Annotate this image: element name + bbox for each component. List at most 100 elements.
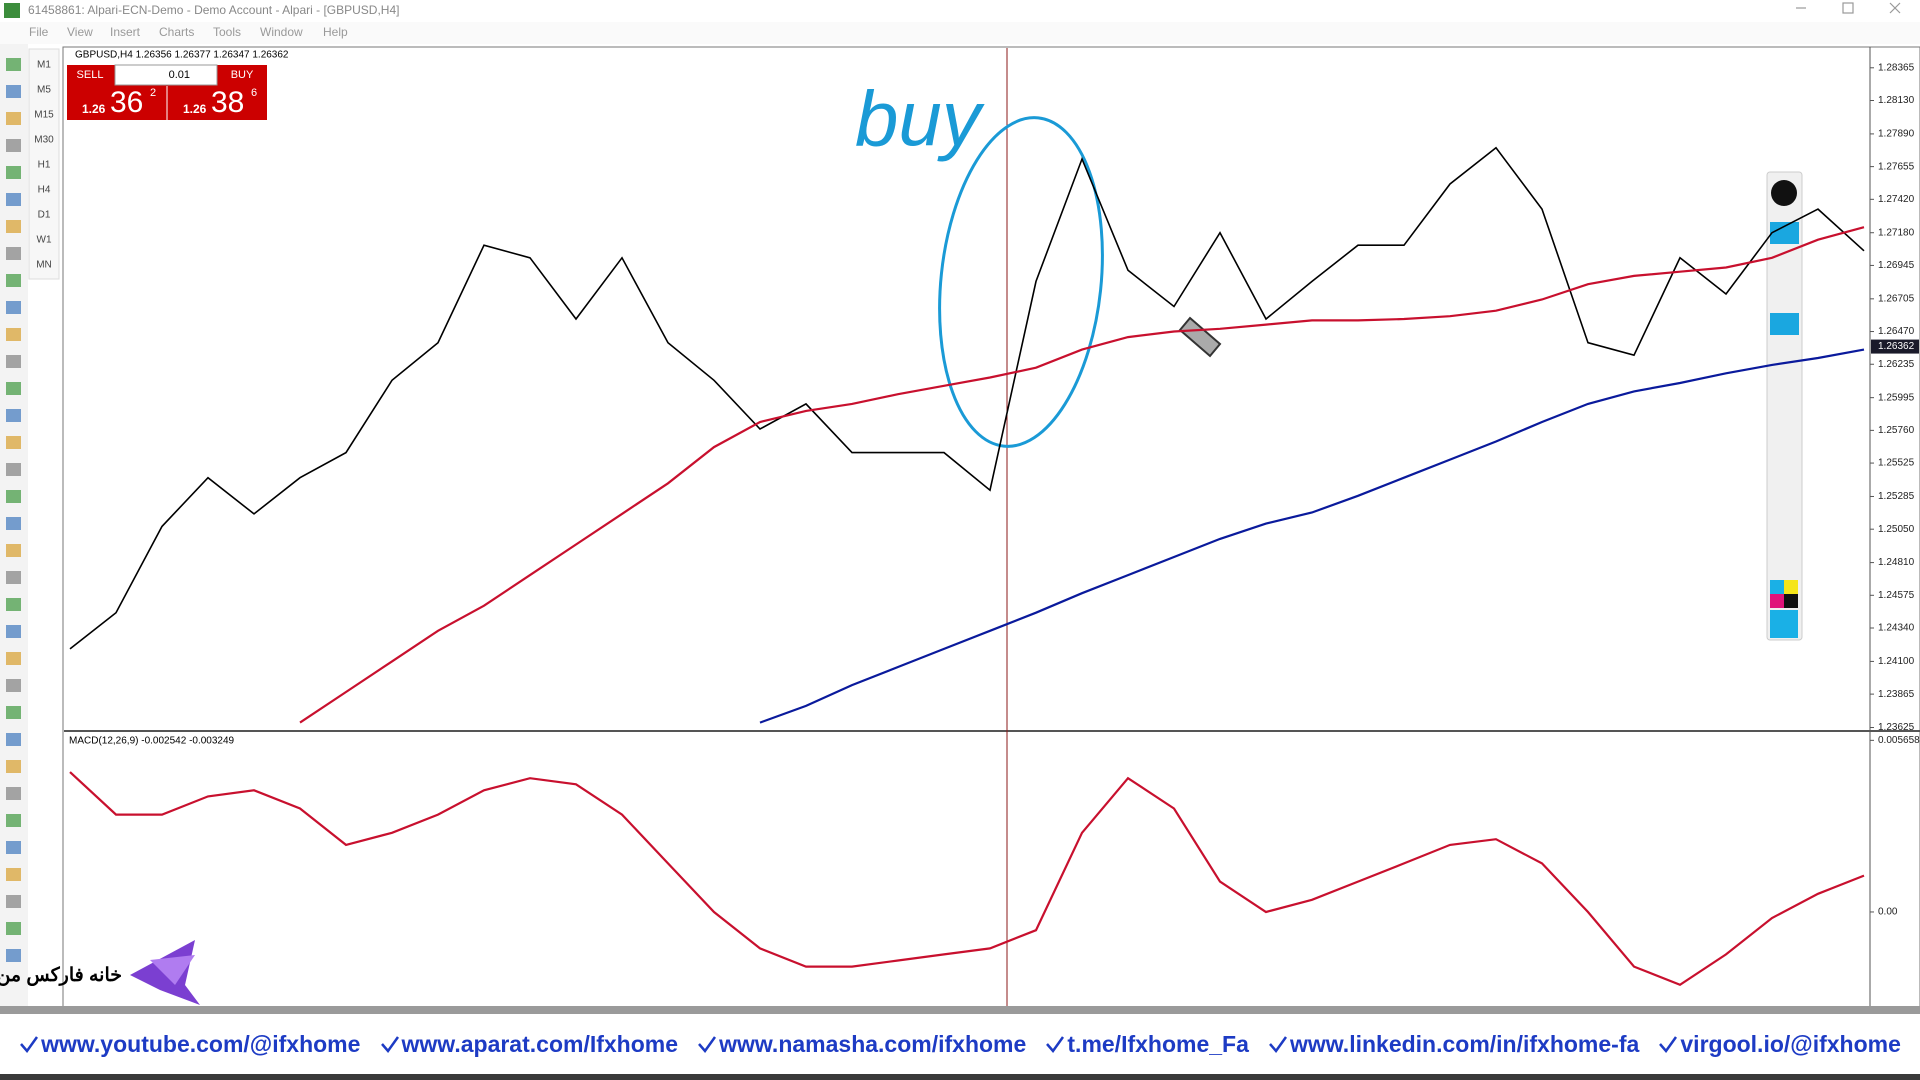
series-line xyxy=(299,226,1865,724)
tool-icon[interactable] xyxy=(6,814,21,827)
tool-icon[interactable] xyxy=(6,733,21,746)
check-icon xyxy=(1046,1036,1065,1054)
buy-button[interactable]: BUY xyxy=(231,69,254,81)
y-tick-label: 0.00 xyxy=(1878,907,1898,918)
timeframe-button[interactable]: M30 xyxy=(34,135,54,146)
y-tick-label: 1.25285 xyxy=(1878,491,1915,502)
macd-label: MACD(12,26,9) -0.002542 -0.003249 xyxy=(69,736,235,747)
tool-icon[interactable] xyxy=(6,652,21,665)
trade-panel[interactable] xyxy=(67,64,267,120)
y-tick-label: 1.27655 xyxy=(1878,161,1915,172)
y-tick-label: 1.25760 xyxy=(1878,425,1915,436)
tool-icon[interactable] xyxy=(6,571,21,584)
footer-link[interactable]: www.youtube.com/@ifxhome xyxy=(19,1031,360,1058)
tool-icon[interactable] xyxy=(6,760,21,773)
tool-icon[interactable] xyxy=(6,544,21,557)
footer-link[interactable]: www.linkedin.com/in/ifxhome-fa xyxy=(1268,1031,1639,1058)
timeframe-button[interactable]: M15 xyxy=(34,110,54,121)
menu-item[interactable]: Window xyxy=(260,25,303,39)
tool-icon[interactable] xyxy=(6,679,21,692)
footer-link-text[interactable]: www.namasha.com/ifxhome xyxy=(719,1030,1027,1057)
tool-icon[interactable] xyxy=(6,301,21,314)
timeframe-button[interactable]: H1 xyxy=(38,160,51,171)
footer-link[interactable]: www.aparat.com/Ifxhome xyxy=(380,1030,679,1058)
tool-icons[interactable] xyxy=(6,58,21,962)
tool-icon[interactable] xyxy=(6,274,21,287)
menu-item[interactable]: Help xyxy=(323,25,348,39)
tool-icon[interactable] xyxy=(6,85,21,98)
tool-icon[interactable] xyxy=(6,868,21,881)
menu-item[interactable]: Charts xyxy=(159,25,194,39)
y-tick-label: 1.27890 xyxy=(1878,129,1915,140)
tool-icon[interactable] xyxy=(6,787,21,800)
y-tick-label: 1.26470 xyxy=(1878,326,1915,337)
timeframe-button[interactable]: MN xyxy=(36,260,52,271)
tool-icon[interactable] xyxy=(6,922,21,935)
series-line xyxy=(69,771,1865,987)
window-controls[interactable] xyxy=(1796,2,1901,14)
tool-icon[interactable] xyxy=(6,463,21,476)
timeframe-button[interactable]: W1 xyxy=(37,235,52,246)
footer-link[interactable]: www.namasha.com/ifxhome xyxy=(697,1031,1026,1058)
y-tick-label: 1.25525 xyxy=(1878,458,1915,469)
footer-links: www.youtube.com/@ifxhome www.aparat.com/I… xyxy=(0,1014,1920,1074)
footer-link-text[interactable]: virgool.io/@ifxhome xyxy=(1680,1030,1901,1057)
timeframe-button[interactable]: H4 xyxy=(38,185,51,196)
tool-icon[interactable] xyxy=(6,328,21,341)
sell-button[interactable]: SELL xyxy=(77,69,104,81)
menu-item[interactable]: File xyxy=(29,25,49,39)
tool-icon[interactable] xyxy=(6,706,21,719)
handwritten-annotation: buy xyxy=(855,75,985,163)
check-mark xyxy=(1659,1036,1678,1054)
timeframe-button[interactable]: M1 xyxy=(37,60,51,71)
footer-link-text[interactable]: www.youtube.com/@ifxhome xyxy=(41,1030,361,1057)
tool-icon[interactable] xyxy=(6,355,21,368)
menu-item[interactable]: View xyxy=(67,25,93,39)
tool-icon[interactable] xyxy=(6,112,21,125)
chart-window xyxy=(62,46,1920,1009)
footer-link-text[interactable]: www.aparat.com/Ifxhome xyxy=(401,1030,679,1057)
tool-icon[interactable] xyxy=(6,220,21,233)
tool-icon[interactable] xyxy=(6,382,21,395)
tool-icon[interactable] xyxy=(6,625,21,638)
check-mark xyxy=(1046,1036,1065,1054)
lot-size[interactable]: 0.01 xyxy=(169,69,190,81)
check-icon xyxy=(380,1036,399,1054)
footer-link-text[interactable]: t.me/Ifxhome_Fa xyxy=(1067,1030,1249,1057)
y-tick-label: 1.26705 xyxy=(1878,293,1915,304)
tool-icon[interactable] xyxy=(6,490,21,503)
tool-icon[interactable] xyxy=(6,895,21,908)
timeframe-toolbar xyxy=(28,48,60,280)
tool-icon[interactable] xyxy=(6,517,21,530)
tool-icon[interactable] xyxy=(6,409,21,422)
footer-link[interactable]: virgool.io/@ifxhome xyxy=(1658,1031,1901,1058)
tool-icon[interactable] xyxy=(6,949,21,962)
tool-icon[interactable] xyxy=(6,841,21,854)
footer-link[interactable]: t.me/Ifxhome_Fa xyxy=(1045,1031,1249,1058)
current-price-box xyxy=(1871,339,1919,354)
timeframe-button[interactable]: D1 xyxy=(38,210,51,221)
tool-icon[interactable] xyxy=(6,247,21,260)
drawing-toolbar[interactable] xyxy=(1766,171,1803,641)
y-tick-label: 1.25050 xyxy=(1878,524,1915,535)
menu-item[interactable]: Tools xyxy=(213,25,241,39)
timeframe-button[interactable]: M5 xyxy=(37,85,51,96)
menu-item[interactable]: Insert xyxy=(110,25,141,39)
y-tick-label: 1.27180 xyxy=(1878,227,1915,238)
y-tick-label: 1.26235 xyxy=(1878,359,1915,370)
bid-big: 36 xyxy=(110,86,143,119)
tool-icon[interactable] xyxy=(6,436,21,449)
tool-icon[interactable] xyxy=(6,166,21,179)
tool-icon[interactable] xyxy=(6,598,21,611)
tool-icon[interactable] xyxy=(6,193,21,206)
logo-mark-inner xyxy=(150,955,195,985)
y-tick-label: 1.23625 xyxy=(1878,722,1915,733)
check-icon xyxy=(20,1036,39,1054)
ask-small: 6 xyxy=(251,87,257,99)
y-tick-label: 1.28130 xyxy=(1878,95,1915,106)
tool-icon[interactable] xyxy=(6,139,21,152)
footer-link-text[interactable]: www.linkedin.com/in/ifxhome-fa xyxy=(1289,1030,1640,1057)
tool-icon[interactable] xyxy=(6,58,21,71)
y-tick-label: 0.005658 xyxy=(1878,735,1920,746)
